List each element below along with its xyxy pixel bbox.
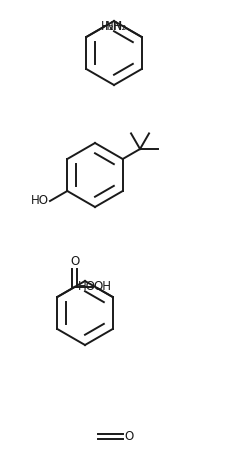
Text: HO: HO [31, 195, 49, 208]
Text: O: O [70, 255, 79, 268]
Text: HO: HO [78, 281, 96, 293]
Text: O: O [124, 430, 133, 442]
Text: H₂N: H₂N [101, 19, 123, 32]
Text: OH: OH [94, 281, 112, 293]
Text: NH₂: NH₂ [105, 19, 127, 32]
